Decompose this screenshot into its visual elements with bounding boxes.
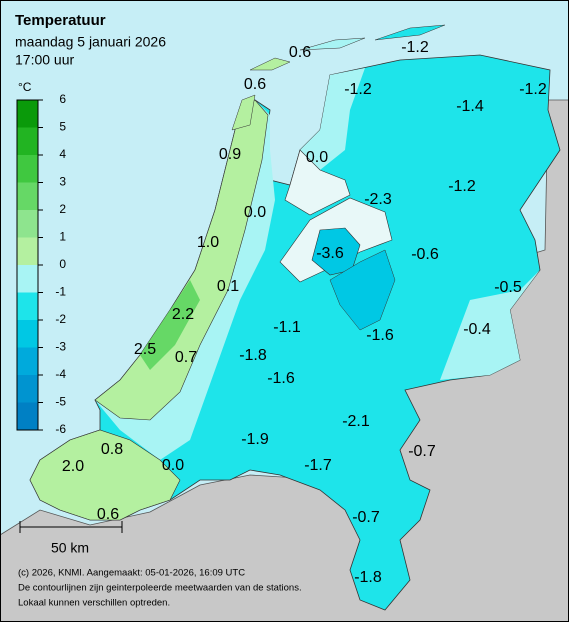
- scale-label: 50 km: [51, 540, 89, 556]
- contour-area: [29, 429, 181, 521]
- station-value: -1.4: [456, 98, 484, 115]
- time: 17:00 uur: [15, 52, 74, 68]
- legend-tick-label: 3: [59, 175, 66, 189]
- station-value: 0.0: [162, 457, 184, 474]
- station-value: 2.0: [62, 458, 84, 475]
- station-value: -1.6: [267, 370, 295, 387]
- station-value: 2.2: [172, 306, 194, 323]
- station-value: -0.5: [494, 279, 522, 296]
- station-value: -3.6: [316, 245, 344, 262]
- legend-unit: °C: [18, 80, 32, 94]
- legend-tick-label: 1: [59, 230, 66, 244]
- contour-area: [140, 280, 200, 370]
- legend-tick-label: 6: [59, 92, 66, 106]
- station-value: 0.0: [244, 204, 266, 221]
- legend-tick-label: 0: [59, 257, 66, 271]
- legend-tick-label: 2: [59, 202, 66, 216]
- legend-band: [17, 402, 38, 430]
- station-value: 2.5: [134, 341, 156, 358]
- contour-area: [300, 68, 365, 170]
- station-value: 1.0: [197, 234, 219, 251]
- station-value: -1.2: [448, 178, 476, 195]
- station-value: -0.7: [352, 509, 380, 526]
- station-value: 0.7: [175, 349, 197, 366]
- station-value: 0.9: [219, 146, 241, 163]
- legend-tick-label: 4: [59, 147, 66, 161]
- legend-tick-label: -1: [55, 285, 66, 299]
- station-value: 0.8: [101, 441, 123, 458]
- station-value: 0.6: [244, 76, 266, 93]
- legend-tick-label: -2: [55, 312, 66, 326]
- footer-line: Lokaal kunnen verschillen optreden.: [18, 598, 170, 609]
- legend-band: [17, 127, 38, 155]
- station-value: -2.3: [364, 191, 392, 208]
- island: [299, 37, 366, 51]
- legend-band: [17, 292, 38, 320]
- station-value: -0.6: [411, 246, 439, 263]
- station-value: -0.4: [463, 321, 491, 338]
- contour-area: [329, 249, 396, 331]
- footer-line: De contourlijnen zijn geinterpoleerde me…: [18, 583, 302, 594]
- legend-tick-label: -4: [55, 367, 66, 381]
- legend-band: [17, 237, 38, 265]
- contour-area: [440, 270, 540, 380]
- legend-band: [17, 210, 38, 238]
- station-value: -2.1: [342, 413, 370, 430]
- station-value: -1.8: [354, 569, 382, 586]
- station-value: -1.1: [273, 319, 301, 336]
- legend-tick-label: -6: [55, 422, 66, 436]
- island: [231, 94, 256, 131]
- station-value: 0.6: [289, 44, 311, 61]
- island: [249, 57, 291, 71]
- station-value: -1.2: [519, 81, 547, 98]
- title: Temperatuur: [15, 12, 106, 29]
- legend-band: [17, 375, 38, 403]
- legend-band: [17, 155, 38, 183]
- legend-tick-label: 5: [59, 120, 66, 134]
- station-value: -0.7: [408, 443, 436, 460]
- footer-line: (c) 2026, KNMI. Aangemaakt: 05-01-2026, …: [18, 568, 245, 579]
- station-value: 0.1: [217, 278, 239, 295]
- station-value: 0.0: [306, 149, 328, 166]
- island: [374, 24, 446, 41]
- station-value: -1.6: [366, 327, 394, 344]
- station-value: -1.7: [304, 457, 332, 474]
- station-value: -1.8: [239, 347, 267, 364]
- legend-band: [17, 182, 38, 210]
- station-value: 0.6: [97, 506, 119, 523]
- station-value: -1.2: [344, 81, 372, 98]
- lake: [284, 149, 351, 216]
- legend-band: [17, 265, 38, 293]
- legend-tick-label: -3: [55, 340, 66, 354]
- station-value: -1.9: [241, 431, 269, 448]
- legend-band: [17, 320, 38, 348]
- station-value: -1.2: [401, 39, 429, 56]
- legend-band: [17, 100, 38, 128]
- date: maandag 5 januari 2026: [15, 34, 166, 50]
- legend-tick-label: -5: [55, 395, 66, 409]
- legend-band: [17, 347, 38, 375]
